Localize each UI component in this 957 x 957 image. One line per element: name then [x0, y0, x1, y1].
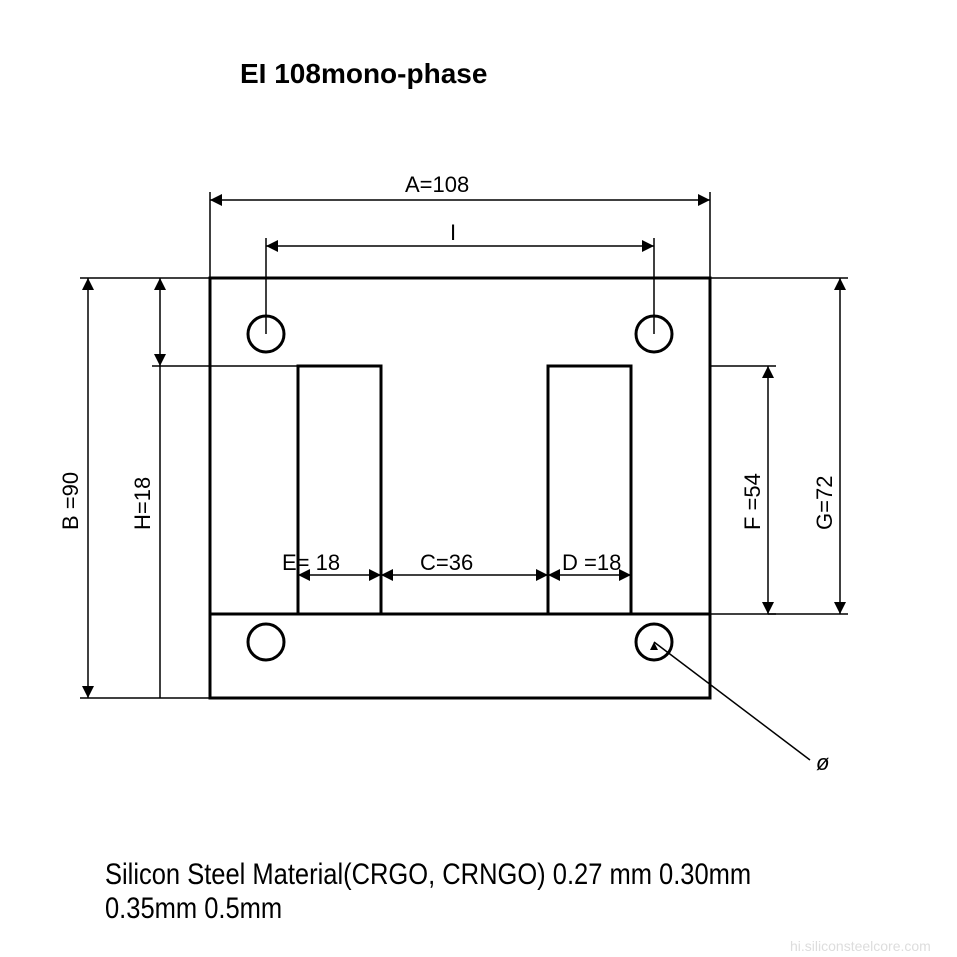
svg-text:G=72: G=72 [812, 476, 837, 530]
svg-text:B =90: B =90 [58, 472, 83, 530]
technical-drawing: A=108 I B =90 H=18 E= 18 C=36 D =18 F =54 G=72 ø [0, 0, 957, 957]
svg-text:C=36: C=36 [420, 550, 473, 575]
svg-text:D =18: D =18 [562, 550, 621, 575]
svg-text:ø: ø [816, 750, 829, 775]
svg-text:E= 18: E= 18 [282, 550, 340, 575]
svg-text:H=18: H=18 [130, 477, 155, 530]
svg-text:F =54: F =54 [740, 473, 765, 530]
svg-text:A=108: A=108 [405, 172, 469, 197]
svg-text:I: I [450, 220, 456, 245]
